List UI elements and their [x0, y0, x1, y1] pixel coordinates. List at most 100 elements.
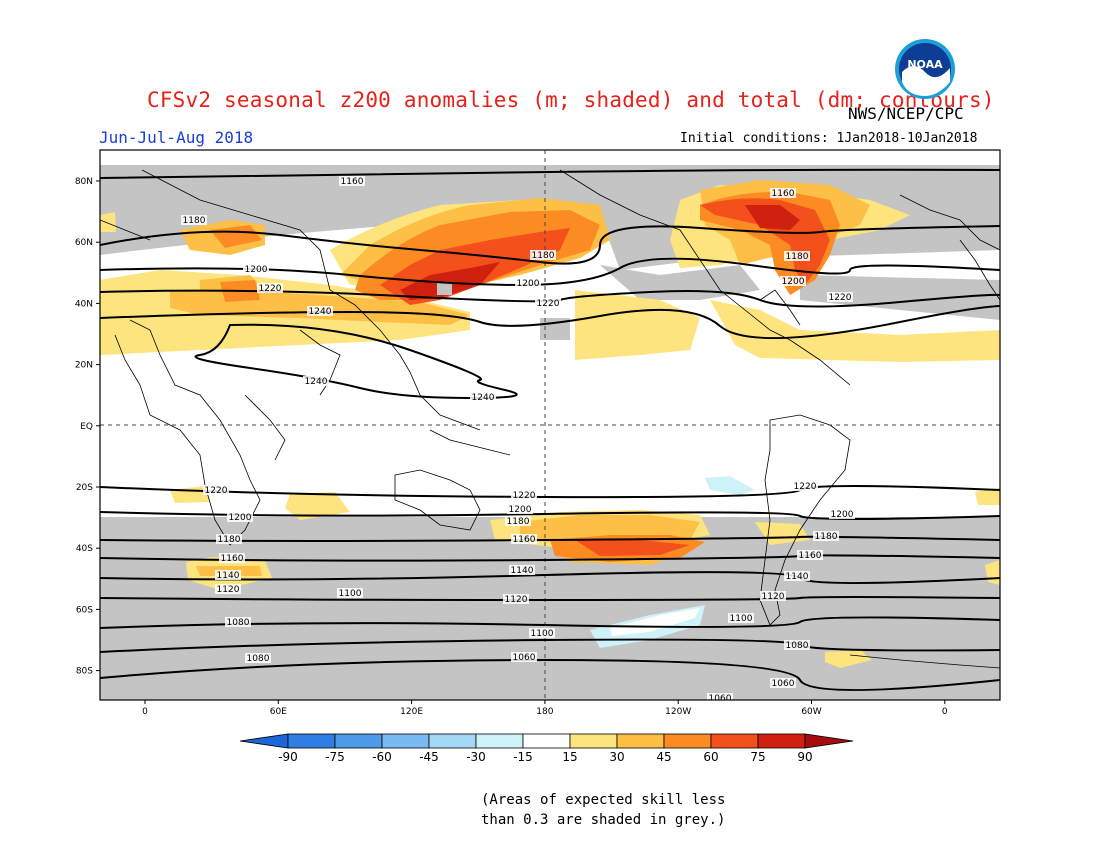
contour-label: 1240 [305, 377, 328, 387]
contour-label-bg [515, 278, 541, 288]
contour-label: 1220 [259, 284, 282, 294]
contour-label-bg [181, 215, 207, 225]
contour-label: 1080 [247, 654, 270, 664]
contour-label: 1120 [762, 592, 785, 602]
colorbar-segment [757, 733, 806, 749]
contour-label-bg [509, 565, 535, 575]
contour-label: 1220 [205, 486, 228, 496]
anomaly-75-90 [400, 205, 800, 300]
contour-label: 1160 [221, 554, 244, 564]
coastlines [100, 169, 1000, 669]
contour-label: 1220 [513, 491, 536, 501]
contour-label-bg [760, 591, 786, 601]
chart-title: CFSv2 seasonal z200 anomalies (m; shaded… [147, 88, 995, 112]
colorbar-left-arrow [239, 733, 289, 749]
lat-label: 40S [76, 544, 93, 554]
contour-label: 1100 [730, 614, 753, 624]
contour-label-bg [337, 588, 363, 598]
contour-label: 1160 [772, 189, 795, 199]
contour-label: 1220 [794, 482, 817, 492]
contour-label-bg [707, 693, 733, 700]
contour-label: 1220 [537, 299, 560, 309]
colorbar-tick-label: -15 [513, 750, 533, 764]
contour-label-bg [503, 594, 529, 604]
contour-label-bg [303, 376, 329, 386]
contour-label: 1160 [513, 535, 536, 545]
colorbar-tick-label: -75 [325, 750, 345, 764]
lat-label: 60S [76, 605, 93, 615]
contour-label-bg [813, 531, 839, 541]
contour-label: 1180 [218, 535, 241, 545]
lat-label: 20S [76, 483, 93, 493]
lon-label: 0 [942, 707, 948, 717]
contour-label: 1200 [509, 505, 532, 515]
contour-label: 1140 [511, 566, 534, 576]
contour-label: 1160 [799, 551, 822, 561]
lon-label: 120E [400, 707, 423, 717]
contour-label-bg [784, 251, 810, 261]
colorbar-tick-label: -30 [466, 750, 486, 764]
contour-label-bg [792, 481, 818, 491]
contour-label: 1120 [217, 585, 240, 595]
contour-label-bg [245, 653, 271, 663]
contour-label: 1080 [227, 618, 250, 628]
colorbar-segment [287, 733, 336, 749]
contour-label: 1160 [341, 177, 364, 187]
colorbar-segment [381, 733, 430, 749]
contour-label-bg [470, 392, 496, 402]
colorbar-segment [663, 733, 712, 749]
contour-label: 1060 [772, 679, 795, 689]
footnote-line-1: (Areas of expected skill less [481, 792, 726, 808]
initial-conditions: Initial conditions: 1Jan2018-10Jan2018 [680, 131, 978, 146]
season-label: Jun-Jul-Aug 2018 [99, 128, 254, 147]
colorbar-tick-label: 30 [609, 750, 624, 764]
colorbar-tick-label: 45 [656, 750, 671, 764]
contour-label-bg [215, 570, 241, 580]
contour-label-bg [535, 298, 561, 308]
colorbar-segment [616, 733, 665, 749]
colorbar-right-arrow [804, 733, 854, 749]
contour-label-bg [505, 516, 531, 526]
contour-label-bg [257, 283, 283, 293]
contour-label: 1200 [782, 277, 805, 287]
lat-label: 80N [75, 177, 93, 187]
contour-label-bg [784, 571, 810, 581]
contour-label: 1200 [517, 279, 540, 289]
colorbar-tick-label: -60 [372, 750, 392, 764]
contour-label-bg [215, 584, 241, 594]
lon-label: 0 [142, 707, 148, 717]
contour-label-bg [511, 652, 537, 662]
lon-label: 180 [536, 707, 553, 717]
lat-label: EQ [80, 422, 93, 432]
lat-label: 40N [75, 299, 93, 309]
colorbar-segment [428, 733, 477, 749]
contour-label-bg [511, 534, 537, 544]
lon-label: 60W [801, 707, 821, 717]
colorbar-segment [522, 733, 571, 749]
lat-label: 20N [75, 361, 93, 371]
contour-label-bg [227, 512, 253, 522]
contour-label-bg [243, 264, 269, 274]
contour-label-bg [797, 550, 823, 560]
contour-labels: 1160 1180 1200 1220 1240 1240 1240 1180 1200 1220… [181, 176, 855, 704]
contour-label-bg [529, 628, 555, 638]
contour-label-bg [225, 617, 251, 627]
contour-label: 1060 [709, 694, 732, 704]
contour-label: 1200 [831, 510, 854, 520]
contour-label: 1200 [245, 265, 268, 275]
contour-label-bg [511, 490, 537, 500]
logo-text: NOAA [907, 58, 943, 71]
colorbar-segment [569, 733, 618, 749]
contour-label: 1120 [505, 595, 528, 605]
longitude-axis: 0 60E 120E 180 120W 60W 0 [142, 700, 948, 717]
colorbar: -90 -75 -60 -45 -30 -15 15 30 45 60 75 90 [239, 733, 854, 764]
colorbar-tick-label: 60 [703, 750, 718, 764]
map-frame [99, 149, 1001, 701]
contour-label-bg [829, 509, 855, 519]
contour-label-bg [728, 613, 754, 623]
colorbar-segment [475, 733, 524, 749]
contour-label: 1180 [183, 216, 206, 226]
colorbar-tick-label: 75 [750, 750, 765, 764]
contour-label-bg [770, 678, 796, 688]
